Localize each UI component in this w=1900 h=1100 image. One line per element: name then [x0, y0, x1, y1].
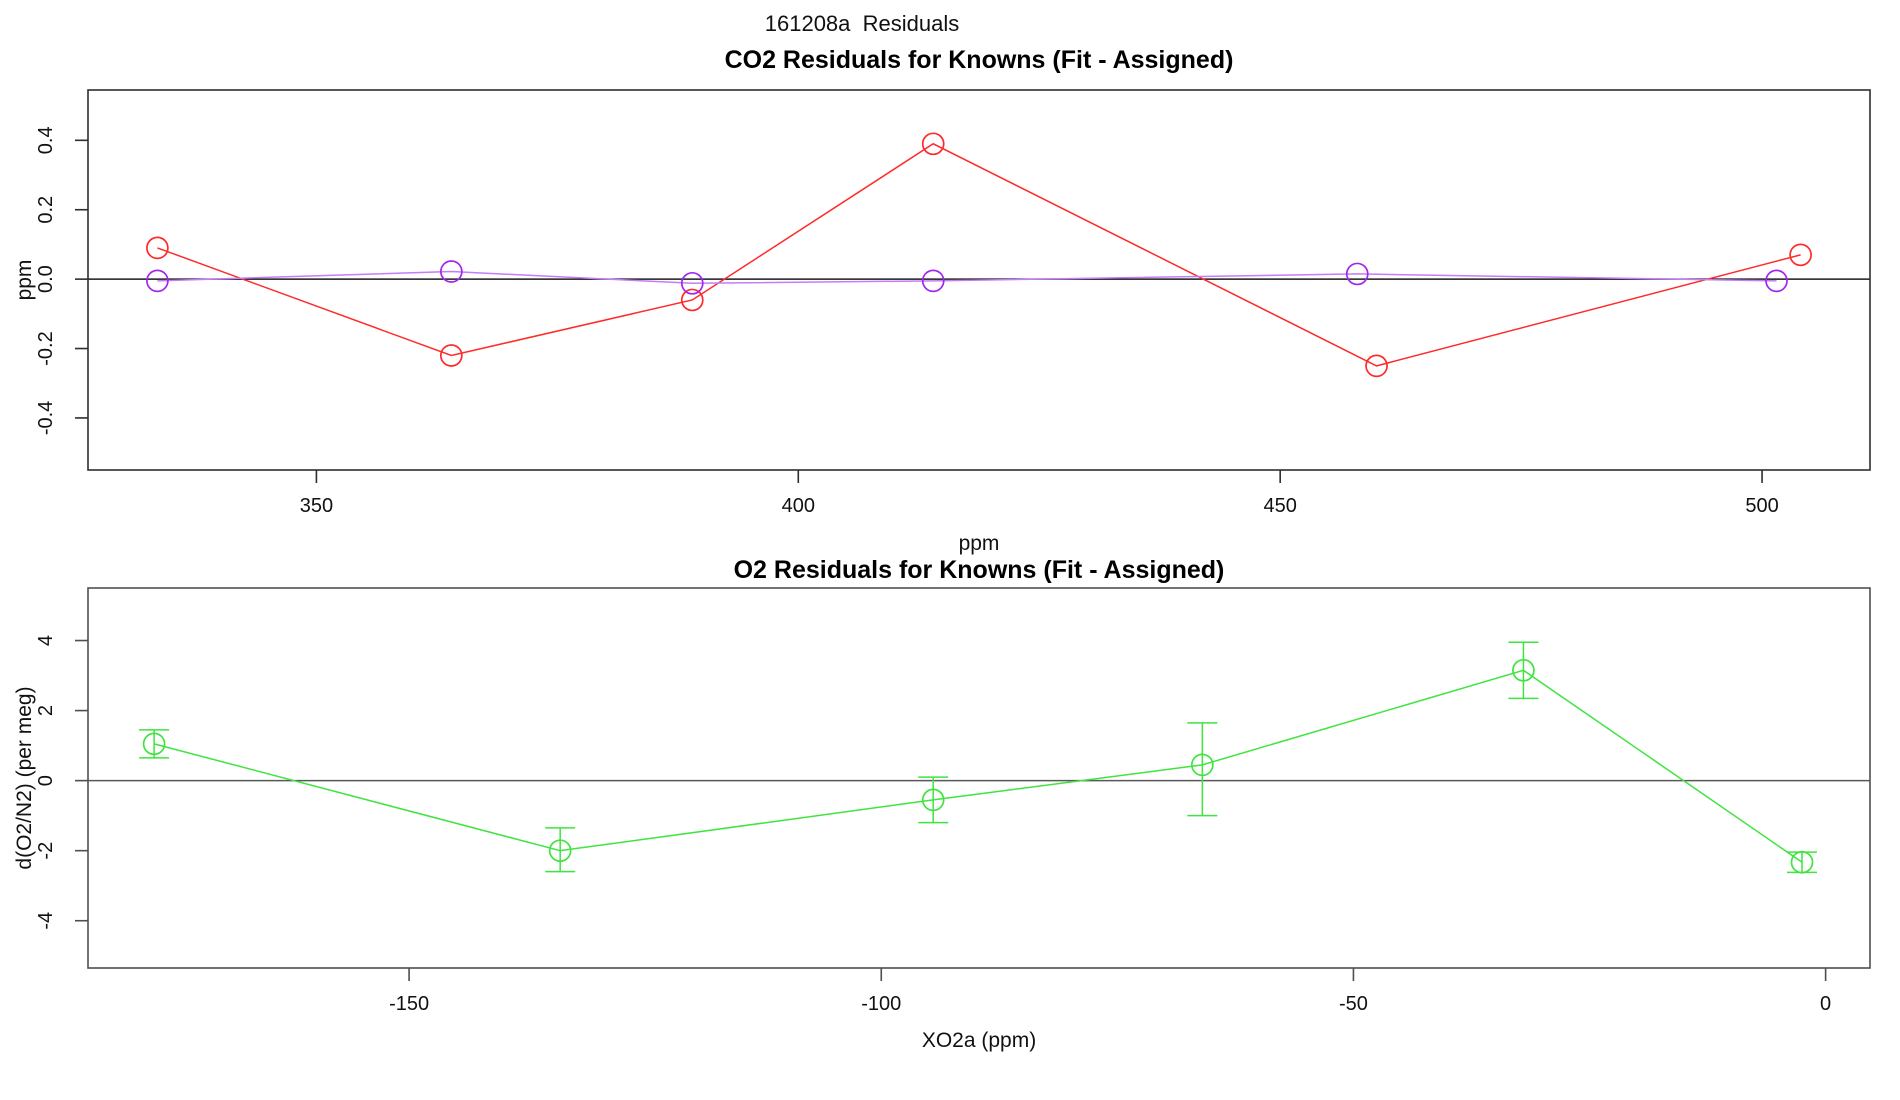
co2-residual-purple-line — [157, 270, 1777, 285]
o2-residual-green-marker — [1790, 850, 1814, 874]
co2-residual-purple-marker — [680, 271, 704, 295]
co2-chart-title: CO2 Residuals for Knowns (Fit - Assigned… — [724, 46, 1234, 74]
o2-y-tick-label: -2 — [35, 842, 57, 860]
co2-residual-red-marker — [439, 344, 463, 367]
co2-residual-red-line — [157, 142, 1801, 367]
o2-x-tick-label: -150 — [389, 993, 429, 1015]
o2-y-tick-label: 0 — [35, 775, 57, 786]
co2-residual-red-marker — [1365, 354, 1388, 378]
o2-chart-title: O2 Residuals for Knowns (Fit - Assigned) — [733, 556, 1225, 584]
o2-residual-green-marker — [1512, 658, 1535, 682]
co2-residual-purple-marker — [1345, 262, 1369, 286]
o2-y-tick-label: -4 — [35, 912, 57, 930]
o2-y-axis-label: d(O2/N2) (per meg) — [13, 686, 36, 870]
co2-residual-red-marker — [1789, 243, 1812, 267]
co2-residual-red-marker — [921, 132, 945, 156]
co2-residual-red-marker — [146, 236, 169, 260]
co2-y-tick-label: -0.2 — [35, 331, 57, 365]
co2-plot-box — [87, 89, 1871, 471]
co2-x-tick-label: 450 — [1263, 495, 1296, 517]
co2-x-tick-label: 400 — [782, 495, 815, 517]
o2-plot-box — [87, 587, 1871, 969]
o2-y-tick-label: 2 — [35, 705, 57, 716]
page-title: 161208a Residuals — [764, 11, 960, 36]
co2-y-tick-label: 0.4 — [35, 126, 57, 154]
co2-y-tick-label: 0.0 — [35, 265, 57, 293]
co2-residual-red-marker — [680, 288, 704, 312]
co2-y-tick-label: 0.2 — [35, 196, 57, 224]
o2-x-tick-label: -100 — [861, 993, 901, 1015]
o2-residual-green-marker — [921, 788, 945, 812]
co2-residual-purple-marker — [439, 260, 463, 283]
co2-residual-purple-marker — [921, 269, 945, 293]
co2-x-tick-label: 350 — [300, 495, 333, 517]
o2-x-tick-label: -50 — [1339, 993, 1368, 1015]
o2-residual-green-marker — [548, 839, 572, 863]
o2-residual-green-marker — [1190, 753, 1214, 777]
co2-residual-purple-marker — [146, 269, 169, 293]
o2-residual-green-marker — [142, 732, 166, 756]
o2-y-tick-label: 4 — [35, 635, 57, 646]
co2-residual-purple-marker — [1765, 269, 1788, 293]
co2-y-tick-label: -0.4 — [35, 401, 57, 435]
o2-residual-green-line — [153, 669, 1803, 863]
o2-x-axis-label: XO2a (ppm) — [921, 1029, 1037, 1052]
o2-x-tick-label: 0 — [1820, 993, 1831, 1015]
co2-x-tick-label: 500 — [1745, 495, 1778, 517]
co2-x-axis-label: ppm — [958, 532, 1000, 555]
co2-y-axis-label: ppm — [13, 259, 36, 301]
